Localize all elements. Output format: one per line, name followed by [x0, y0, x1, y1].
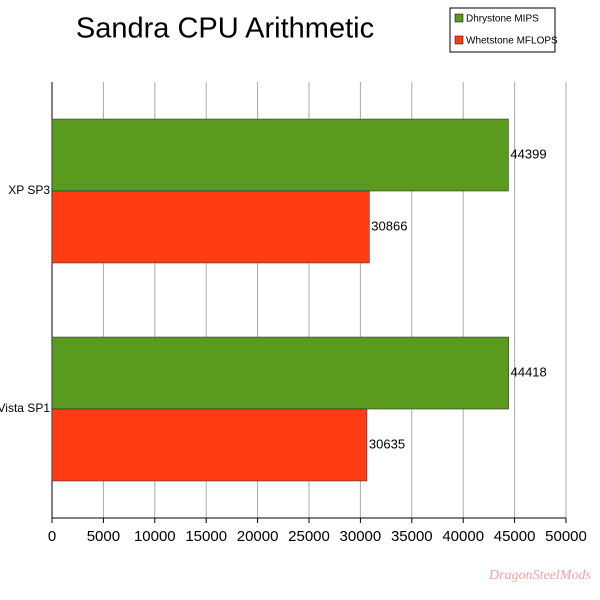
bar	[51, 118, 509, 192]
x-tick-label: 0	[48, 528, 56, 545]
value-label: 30866	[371, 218, 407, 233]
x-tick-label: 15000	[185, 528, 227, 545]
x-tick-label: 45000	[494, 528, 536, 545]
x-tick-label: 40000	[442, 528, 484, 545]
x-tick-label: 10000	[134, 528, 176, 545]
bar	[51, 190, 370, 264]
legend-swatch	[454, 13, 464, 23]
y-tick-label: XP SP3	[8, 183, 50, 197]
value-label: 30635	[369, 436, 405, 451]
x-tick-label: 5000	[87, 528, 120, 545]
x-tick-label: 50000	[545, 528, 587, 545]
x-tick-label: 20000	[237, 528, 279, 545]
legend-label: Dhrystone MIPS	[466, 14, 539, 25]
value-label: 44418	[511, 364, 547, 379]
x-tick-label: 30000	[340, 528, 382, 545]
y-tick-label: Vista SP1	[0, 401, 50, 415]
legend-label: Whetstone MFLOPS	[466, 36, 558, 47]
legend-box	[449, 7, 556, 53]
value-label: 44399	[510, 146, 546, 161]
watermark: DragonSteelMods	[488, 568, 591, 583]
bar	[51, 408, 368, 482]
x-tick-label: 35000	[391, 528, 433, 545]
chart-title: Sandra CPU Arithmetic	[76, 13, 374, 45]
legend-swatch	[454, 35, 464, 45]
x-tick-label: 25000	[288, 528, 330, 545]
bar	[51, 336, 509, 410]
